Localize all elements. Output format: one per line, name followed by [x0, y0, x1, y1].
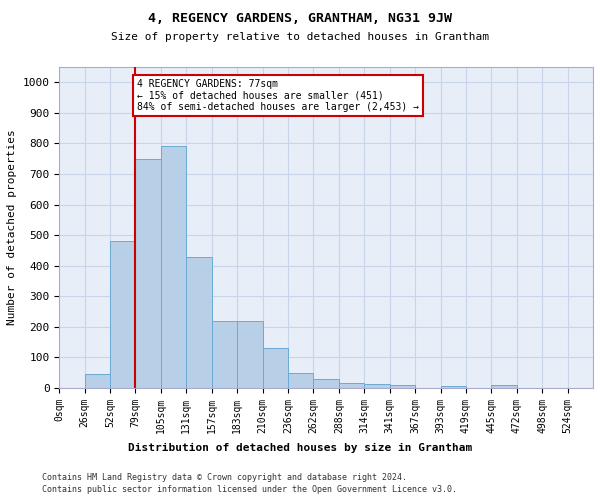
- Bar: [110, 242, 136, 388]
- Bar: [389, 385, 415, 388]
- Text: Contains public sector information licensed under the Open Government Licence v3: Contains public sector information licen…: [42, 485, 457, 494]
- Bar: [263, 348, 288, 388]
- Bar: [364, 384, 389, 388]
- Bar: [212, 322, 237, 388]
- Text: 4 REGENCY GARDENS: 77sqm
← 15% of detached houses are smaller (451)
84% of semi-: 4 REGENCY GARDENS: 77sqm ← 15% of detach…: [137, 79, 419, 112]
- Bar: [339, 382, 364, 388]
- Bar: [491, 385, 517, 388]
- Bar: [237, 322, 263, 388]
- Bar: [440, 386, 466, 388]
- Y-axis label: Number of detached properties: Number of detached properties: [7, 130, 17, 326]
- Bar: [136, 158, 161, 388]
- Text: Size of property relative to detached houses in Grantham: Size of property relative to detached ho…: [111, 32, 489, 42]
- Bar: [313, 379, 339, 388]
- Text: 4, REGENCY GARDENS, GRANTHAM, NG31 9JW: 4, REGENCY GARDENS, GRANTHAM, NG31 9JW: [148, 12, 452, 26]
- Bar: [161, 146, 187, 388]
- Bar: [85, 374, 110, 388]
- Text: Distribution of detached houses by size in Grantham: Distribution of detached houses by size …: [128, 442, 472, 452]
- Bar: [187, 256, 212, 388]
- Bar: [288, 373, 313, 388]
- Text: Contains HM Land Registry data © Crown copyright and database right 2024.: Contains HM Land Registry data © Crown c…: [42, 472, 407, 482]
